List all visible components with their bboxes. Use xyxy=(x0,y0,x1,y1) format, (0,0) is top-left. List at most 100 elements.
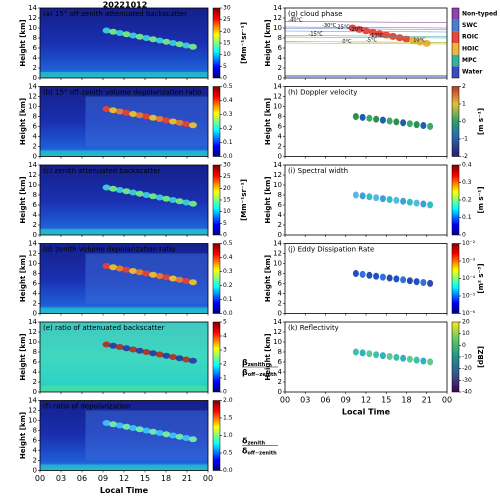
cloud-echo xyxy=(175,119,184,126)
colorbar-label-subscript: off−zenith xyxy=(248,372,278,378)
cloud-echo xyxy=(393,118,400,126)
x-tick-label: 09 xyxy=(341,396,351,405)
y-tick-label: 14 xyxy=(273,318,282,326)
y-tick-label: 6 xyxy=(278,44,283,52)
legend-swatch xyxy=(452,8,459,20)
x-tick-label: 12 xyxy=(361,396,371,405)
y-tick-label: 10 xyxy=(273,103,282,111)
y-tick-label: 12 xyxy=(273,171,282,179)
colorbar-label: βzenith xyxy=(242,358,266,368)
cloud-echo xyxy=(420,200,427,208)
y-tick-label: 8 xyxy=(33,348,37,356)
x-tick-label: 00 xyxy=(442,396,452,405)
y-axis-label: Height [km] xyxy=(19,412,27,459)
cloud-echo xyxy=(142,192,151,198)
colorbar-tick-label: 0.0 xyxy=(223,467,233,474)
y-tick-label: 12 xyxy=(273,14,282,22)
colorbar-tick-label: 0.3 xyxy=(223,268,233,275)
y-tick-label: 10 xyxy=(273,24,282,32)
y-axis-label: Height [km] xyxy=(19,333,27,380)
colorbar-label-symbol: β xyxy=(242,368,248,377)
cloud-echo xyxy=(182,435,191,441)
colorbar-tick-label: 15 xyxy=(223,197,231,204)
x-axis-label: Local Time xyxy=(100,486,149,495)
isotherm-label: 10°C xyxy=(413,38,426,44)
panel-title: (e) ratio of attenuated backscatter xyxy=(43,324,165,332)
y-axis-label: Height [km] xyxy=(264,19,272,66)
colorbar-tick-label: 0.5 xyxy=(223,450,233,457)
cloud-echo xyxy=(102,106,111,112)
cloud-echo xyxy=(169,118,177,125)
cloud-echo xyxy=(188,122,197,129)
cloud-echo xyxy=(406,120,413,128)
y-tick-label: 4 xyxy=(278,368,283,376)
cloud-echo xyxy=(169,432,177,439)
cloud-echo xyxy=(373,351,380,359)
colorbar-tick-label: 0.0 xyxy=(223,310,233,317)
cloud-echo xyxy=(142,270,151,277)
colorbar-tick-label: 3 xyxy=(223,347,227,354)
y-tick-label: 8 xyxy=(33,113,37,121)
cloud-echo xyxy=(115,344,124,350)
cloud-echo xyxy=(359,349,366,357)
isotherm-label: -5°C xyxy=(366,38,377,44)
y-tick-label: 12 xyxy=(273,93,282,101)
cloud-echo xyxy=(155,194,164,201)
y-tick-label: 6 xyxy=(33,123,38,131)
cloud-echo xyxy=(400,197,407,205)
colorbar-tick-label: 10 xyxy=(223,208,231,215)
isotherm xyxy=(284,30,448,33)
y-tick-label: 8 xyxy=(33,427,37,435)
x-tick-label: 06 xyxy=(320,396,330,405)
cloud-echo xyxy=(155,273,164,279)
cloud-echo xyxy=(413,278,420,286)
colorbar-tick-label: 0 xyxy=(462,232,466,239)
y-tick-label: 12 xyxy=(273,250,282,258)
colorbar-tick-label: 10 xyxy=(223,51,231,58)
cloud-echo xyxy=(122,188,131,195)
cloud-echo xyxy=(115,30,124,36)
panel-background xyxy=(285,86,447,157)
y-tick-label: 10 xyxy=(273,181,282,189)
cloud-echo xyxy=(129,268,138,274)
cloud-echo xyxy=(400,119,407,127)
cloud-echo xyxy=(149,428,158,435)
colorbar xyxy=(451,243,460,314)
y-tick-label: 0 xyxy=(33,74,37,82)
legend-swatch xyxy=(452,31,459,43)
cloud-echo xyxy=(413,356,420,364)
y-tick-label: 2 xyxy=(278,378,282,386)
y-tick-label: 14 xyxy=(273,4,282,12)
isotherm-label: -20°C xyxy=(350,27,365,33)
y-tick-label: 14 xyxy=(273,161,282,169)
cloud-echo xyxy=(102,263,111,269)
cloud-echo xyxy=(109,264,118,271)
y-tick-label: 0 xyxy=(278,74,282,82)
y-axis-label: Height [km] xyxy=(19,255,27,302)
figure-title: 20221012 xyxy=(103,1,148,10)
cloud-echo xyxy=(102,27,111,34)
panel-title: (c) zenith attenuated backscatter xyxy=(43,167,160,175)
colorbar-tick-label: -1 xyxy=(462,136,468,143)
x-tick-label: 18 xyxy=(161,474,171,483)
isotherm-label: -25°C xyxy=(336,25,351,31)
panel-title: (g) cloud phase xyxy=(288,10,342,18)
colorbar-tick-label: 10⁻⁵ xyxy=(462,293,476,300)
panel-background xyxy=(285,165,447,235)
y-tick-label: 6 xyxy=(33,280,38,288)
cloud-echo xyxy=(142,113,151,120)
cloud-echo xyxy=(373,194,380,202)
x-axis-label: Local Time xyxy=(342,408,391,417)
colorbar-tick-label: 10 xyxy=(462,330,470,337)
y-tick-label: 14 xyxy=(28,161,37,169)
cloud-echo xyxy=(122,109,131,116)
cloud-echo xyxy=(135,347,144,354)
x-tick-label: 12 xyxy=(119,474,129,483)
colorbar-label-symbol: δ xyxy=(242,446,248,455)
cloud-echo xyxy=(115,187,124,193)
colorbar-tick-label: 15 xyxy=(223,40,231,47)
colorbar-label-subscript: zenith xyxy=(248,362,266,368)
colorbar-tick-label: 0.2 xyxy=(462,197,472,204)
y-axis-label: Height [km] xyxy=(19,98,27,145)
colorbar-label-subscript: zenith xyxy=(248,440,266,446)
